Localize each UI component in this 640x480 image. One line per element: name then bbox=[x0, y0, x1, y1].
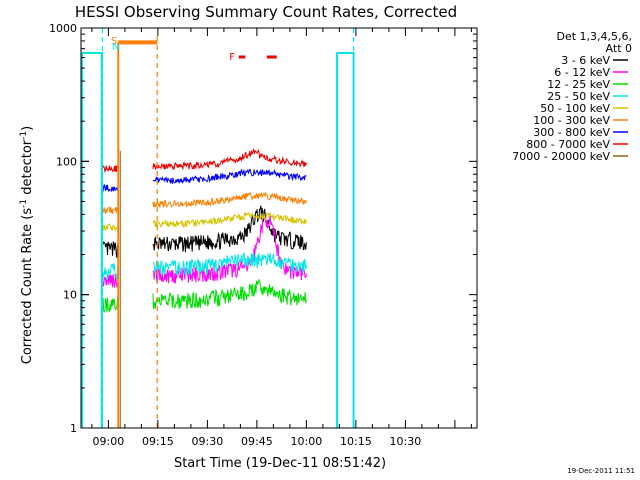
flag-f: F bbox=[229, 52, 235, 63]
legend-label-9: 7000 - 20000 keV bbox=[512, 150, 610, 163]
x-tick-label: 09:00 bbox=[93, 435, 125, 448]
x-tick-label: 10:00 bbox=[291, 435, 323, 448]
y-tick-label: 10 bbox=[63, 289, 77, 302]
y-tick-label: 1 bbox=[70, 422, 77, 435]
y-tick-label: 100 bbox=[56, 155, 77, 168]
y-axis-label: Corrected Count Rate (s-1 detector-1) bbox=[19, 126, 35, 364]
flag-n: N bbox=[112, 42, 119, 53]
count-rate-chart: HESSI Observing Summary Count Rates, Cor… bbox=[0, 0, 640, 480]
plot-area bbox=[81, 28, 477, 428]
x-tick-label: 09:30 bbox=[192, 435, 224, 448]
x-tick-label: 10:30 bbox=[390, 435, 422, 448]
y-tick-label: 1000 bbox=[49, 22, 77, 35]
date-stamp: 19-Dec-2011 11:51 bbox=[567, 467, 635, 475]
chart-title: HESSI Observing Summary Count Rates, Cor… bbox=[75, 3, 457, 21]
x-tick-label: 10:15 bbox=[340, 435, 372, 448]
x-axis-label: Start Time (19-Dec-11 08:51:42) bbox=[174, 456, 386, 471]
plot-background bbox=[81, 28, 477, 428]
x-tick-label: 09:45 bbox=[241, 435, 273, 448]
x-tick-label: 09:15 bbox=[142, 435, 174, 448]
